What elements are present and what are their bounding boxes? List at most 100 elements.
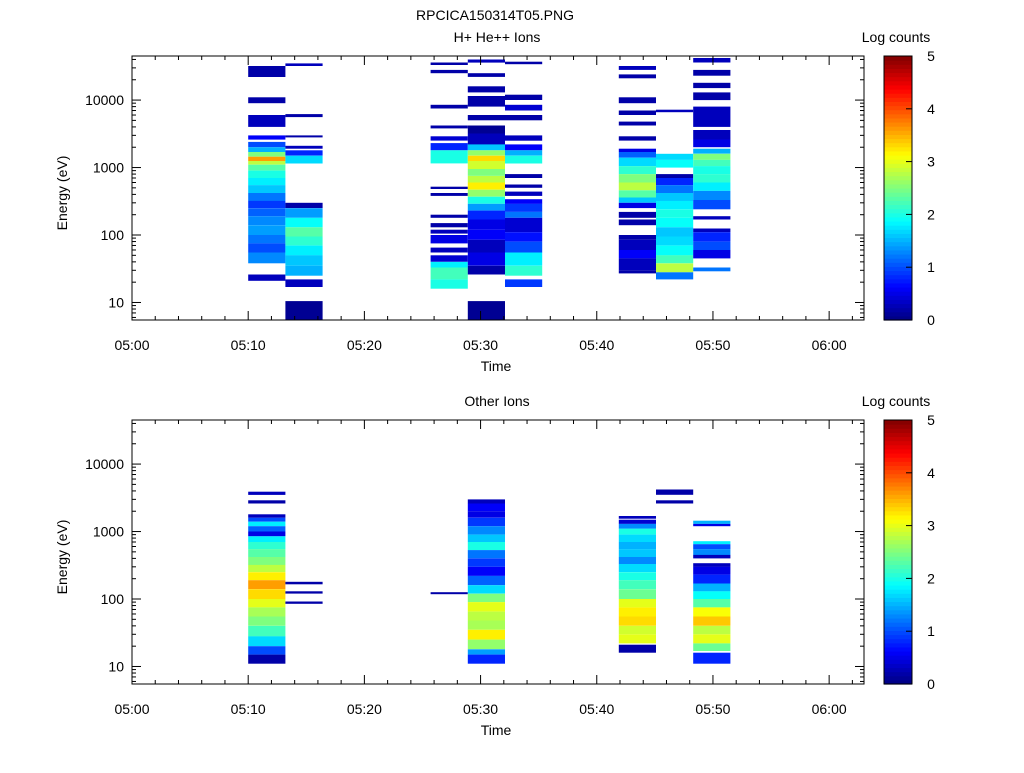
heatmap-cell bbox=[656, 500, 694, 504]
heatmap-cell bbox=[248, 252, 286, 264]
colorbar-swatch bbox=[884, 440, 912, 446]
colorbar-swatch bbox=[884, 97, 912, 102]
heatmap-cell bbox=[656, 178, 694, 186]
heatmap-cell bbox=[693, 200, 731, 210]
heatmap-cell bbox=[248, 542, 286, 550]
colorbar-swatch bbox=[884, 274, 912, 280]
colorbar-swatch bbox=[884, 552, 912, 557]
colorbar-swatch bbox=[884, 477, 912, 483]
heatmap-cell bbox=[467, 229, 505, 240]
heatmap-cell bbox=[467, 96, 505, 107]
colorbar-swatch bbox=[884, 543, 912, 549]
heatmap-cell bbox=[467, 155, 505, 161]
heatmap-cell bbox=[693, 241, 731, 250]
colorbar-tick-label: 1 bbox=[927, 623, 935, 639]
heatmap-cell bbox=[467, 252, 505, 266]
heatmap-cells bbox=[248, 489, 731, 664]
heatmap-cell bbox=[285, 217, 323, 228]
heatmap-cell bbox=[430, 267, 468, 280]
heatmap-cell bbox=[248, 178, 286, 186]
y-tick-label: 10000 bbox=[85, 92, 124, 108]
colorbar-swatch bbox=[884, 89, 912, 94]
heatmap-cell bbox=[285, 155, 323, 164]
colorbar-swatch bbox=[884, 204, 912, 210]
heatmap-cell bbox=[467, 219, 505, 230]
heatmap-cell bbox=[505, 241, 543, 253]
heatmap-cell bbox=[248, 141, 286, 148]
colorbar-swatch bbox=[884, 68, 912, 74]
colorbar-swatch bbox=[884, 461, 912, 466]
panel-other-ions: Other Ions Log counts Time Energy (eV) 0… bbox=[54, 393, 935, 738]
colorbar-swatch bbox=[884, 233, 912, 239]
colorbar-swatch bbox=[884, 171, 912, 177]
colorbar: 0 1 2 3 4 5 bbox=[883, 412, 935, 692]
heatmap-cell bbox=[618, 66, 656, 70]
heatmap-cell bbox=[430, 104, 468, 109]
heatmap-cell bbox=[285, 601, 323, 604]
heatmap-cell bbox=[618, 616, 656, 626]
heatmap-cell bbox=[285, 114, 323, 118]
heatmap-cell bbox=[248, 115, 286, 127]
heatmap-cell bbox=[248, 589, 286, 600]
heatmap-cell bbox=[618, 235, 656, 240]
x-tick-label: 05:10 bbox=[231, 337, 266, 353]
colorbar-swatch bbox=[884, 560, 912, 565]
heatmap-cell bbox=[467, 649, 505, 655]
colorbar-swatch bbox=[884, 208, 912, 214]
heatmap-cell bbox=[505, 279, 543, 287]
colorbar-swatch bbox=[884, 663, 912, 669]
colorbar-swatch bbox=[884, 420, 912, 425]
heatmap-cell bbox=[248, 152, 286, 157]
heatmap-cell bbox=[248, 526, 286, 532]
y-tick-label: 10 bbox=[108, 658, 124, 674]
heatmap-cell bbox=[467, 602, 505, 612]
colorbar-swatch bbox=[884, 481, 912, 487]
colorbar-swatch bbox=[884, 564, 912, 570]
colorbar-swatch bbox=[884, 613, 912, 619]
colorbar-swatch bbox=[884, 556, 912, 561]
heatmap-cell bbox=[248, 66, 286, 77]
colorbar-swatch bbox=[884, 679, 912, 685]
heatmap-cell bbox=[430, 247, 468, 253]
colorbar-swatch bbox=[884, 634, 912, 640]
colorbar-swatch bbox=[884, 200, 912, 206]
colorbar-swatch bbox=[884, 295, 912, 300]
panel-h-he-ions: H+ He++ Ions Log counts Time Energy (eV)… bbox=[54, 29, 935, 374]
colorbar-swatch bbox=[884, 630, 912, 636]
heatmap-cell bbox=[505, 199, 543, 204]
heatmap-cell bbox=[618, 270, 656, 274]
heatmap-cell bbox=[656, 209, 694, 218]
colorbar-swatch bbox=[884, 424, 912, 429]
colorbar-swatch bbox=[884, 531, 912, 537]
heatmap-cell bbox=[467, 511, 505, 518]
heatmap-cell bbox=[693, 591, 731, 599]
heatmap-cell bbox=[467, 593, 505, 603]
heatmap-cell bbox=[467, 526, 505, 535]
colorbar-tick-label: 0 bbox=[927, 676, 935, 692]
colorbar-swatch bbox=[884, 142, 912, 148]
colorbar-swatch bbox=[884, 576, 912, 582]
heatmap-cell bbox=[430, 279, 468, 289]
heatmap-cell bbox=[618, 97, 656, 104]
heatmap-cell bbox=[467, 86, 505, 93]
colorbar-swatch bbox=[884, 105, 912, 111]
colorbar-tick-label: 2 bbox=[927, 206, 935, 222]
colorbar-swatch bbox=[884, 270, 912, 276]
heatmap-cell bbox=[285, 301, 323, 320]
colorbar-swatch bbox=[884, 498, 912, 504]
heatmap-cell bbox=[285, 591, 323, 594]
colorbar-swatch bbox=[884, 72, 912, 78]
heatmap-cell bbox=[618, 197, 656, 203]
heatmap-cell bbox=[618, 549, 656, 557]
heatmap-cell bbox=[693, 523, 731, 527]
heatmap-cell bbox=[618, 523, 656, 529]
colorbar-swatch bbox=[884, 465, 912, 471]
heatmap-cell bbox=[248, 521, 286, 527]
heatmap-cell bbox=[467, 125, 505, 134]
heatmap-cell bbox=[248, 135, 286, 140]
heatmap-cell bbox=[505, 144, 543, 151]
heatmap-cell bbox=[285, 265, 323, 276]
heatmap-cell bbox=[505, 265, 543, 276]
heatmap-cell bbox=[656, 245, 694, 256]
colorbar-swatch bbox=[884, 671, 912, 677]
